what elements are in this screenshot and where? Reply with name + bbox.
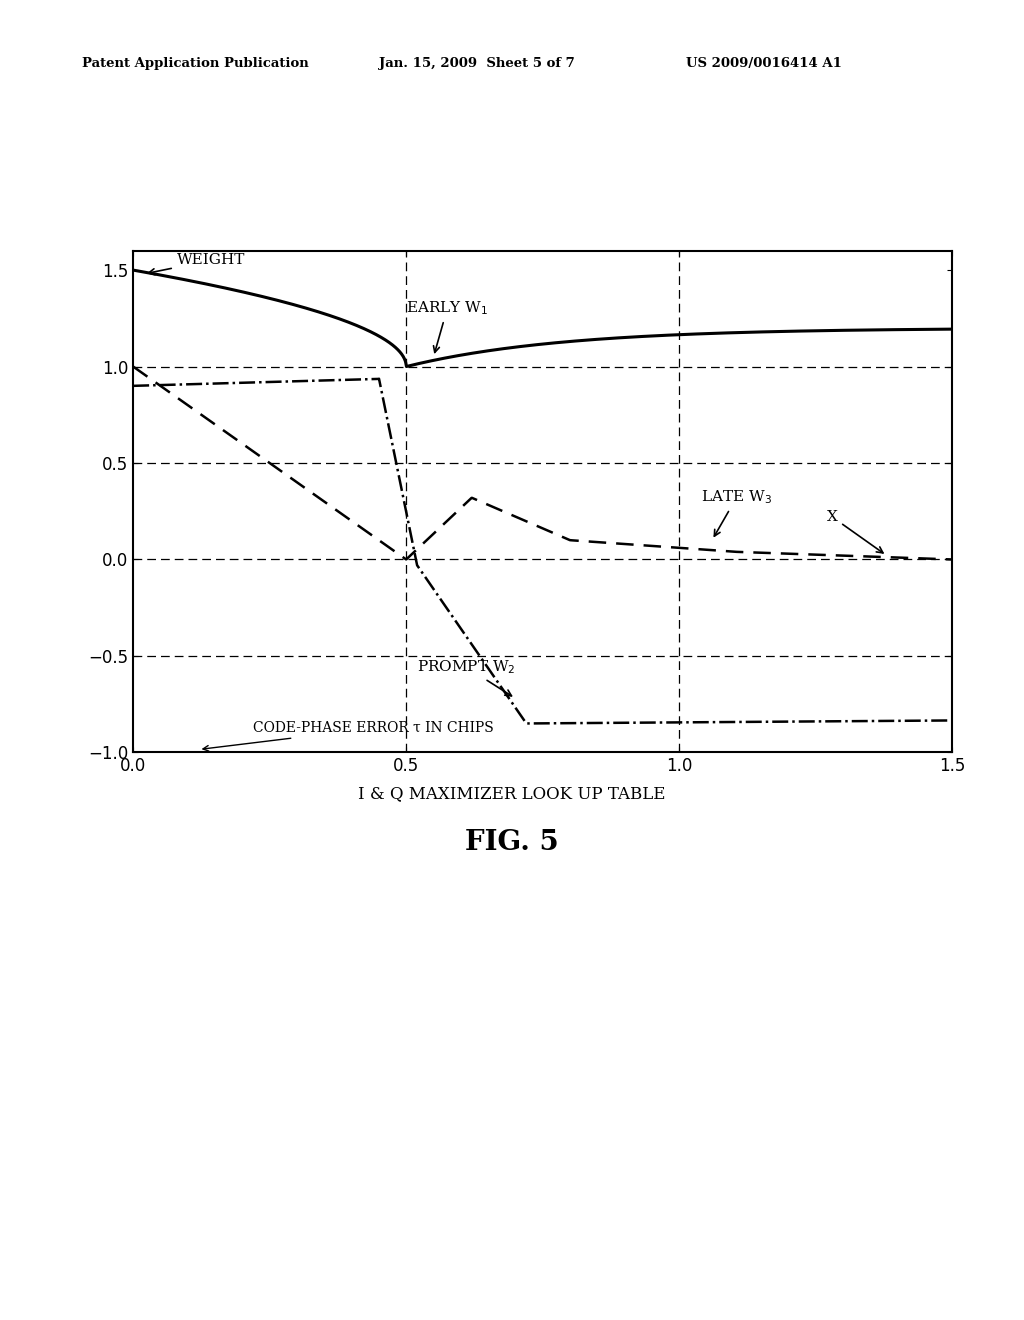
Text: I & Q MAXIMIZER LOOK UP TABLE: I & Q MAXIMIZER LOOK UP TABLE: [358, 785, 666, 803]
Text: PROMPT W$_2$: PROMPT W$_2$: [417, 659, 516, 696]
Text: Jan. 15, 2009  Sheet 5 of 7: Jan. 15, 2009 Sheet 5 of 7: [379, 57, 574, 70]
Text: EARLY W$_1$: EARLY W$_1$: [407, 300, 488, 352]
Text: FIG. 5: FIG. 5: [465, 829, 559, 855]
Text: X: X: [826, 510, 883, 553]
Text: CODE-PHASE ERROR τ IN CHIPS: CODE-PHASE ERROR τ IN CHIPS: [203, 721, 494, 751]
Text: WEIGHT: WEIGHT: [148, 253, 245, 275]
Text: US 2009/0016414 A1: US 2009/0016414 A1: [686, 57, 842, 70]
Text: LATE W$_3$: LATE W$_3$: [701, 488, 772, 536]
Text: Patent Application Publication: Patent Application Publication: [82, 57, 308, 70]
